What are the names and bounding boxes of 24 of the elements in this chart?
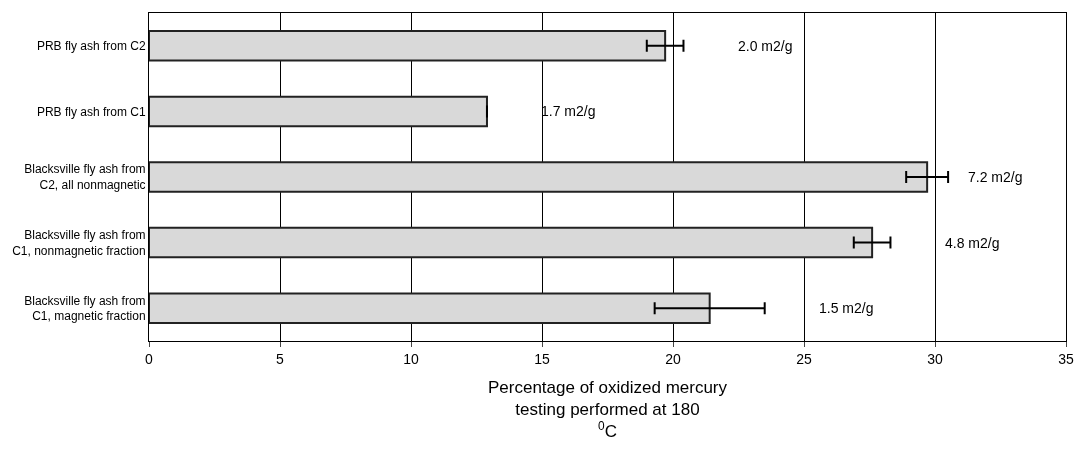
x-tick-label: 0 bbox=[145, 350, 154, 367]
x-tick-label: 30 bbox=[927, 350, 943, 367]
bar bbox=[149, 95, 488, 128]
y-tick-label: Blacksville fly ash from C1, magnetic fraction bbox=[24, 293, 146, 324]
x-tick-label: 20 bbox=[665, 350, 681, 367]
x-axis-title: Percentage of oxidized mercury testing performed at 180 $^{0}$C bbox=[487, 378, 728, 442]
annotation: 1.5 m2/g bbox=[819, 300, 874, 316]
bar bbox=[149, 226, 874, 259]
bar bbox=[149, 292, 711, 324]
y-tick-label: PRB fly ash from C2 bbox=[36, 39, 146, 53]
x-tick-label: 35 bbox=[1058, 350, 1074, 367]
x-tick-label: 10 bbox=[403, 350, 419, 367]
y-tick-label: PRB fly ash from C1 bbox=[36, 104, 146, 119]
bar bbox=[149, 161, 929, 193]
annotation: 2.0 m2/g bbox=[738, 38, 793, 54]
annotation: 7.2 m2/g bbox=[968, 169, 1023, 185]
x-tick-label: 25 bbox=[796, 350, 812, 367]
y-tick-label: Blacksville fly ash from C1, nonmagnetic fraction bbox=[12, 228, 146, 258]
annotation: 4.8 m2/g bbox=[945, 235, 1000, 251]
y-tick-label: Blacksville fly ash from C2, all nonmagnetic bbox=[24, 162, 146, 192]
x-tick-label: 15 bbox=[534, 350, 550, 367]
x-tick-label: 5 bbox=[276, 350, 285, 367]
annotation: 1.7 m2/g bbox=[541, 103, 596, 119]
bar bbox=[149, 30, 667, 62]
